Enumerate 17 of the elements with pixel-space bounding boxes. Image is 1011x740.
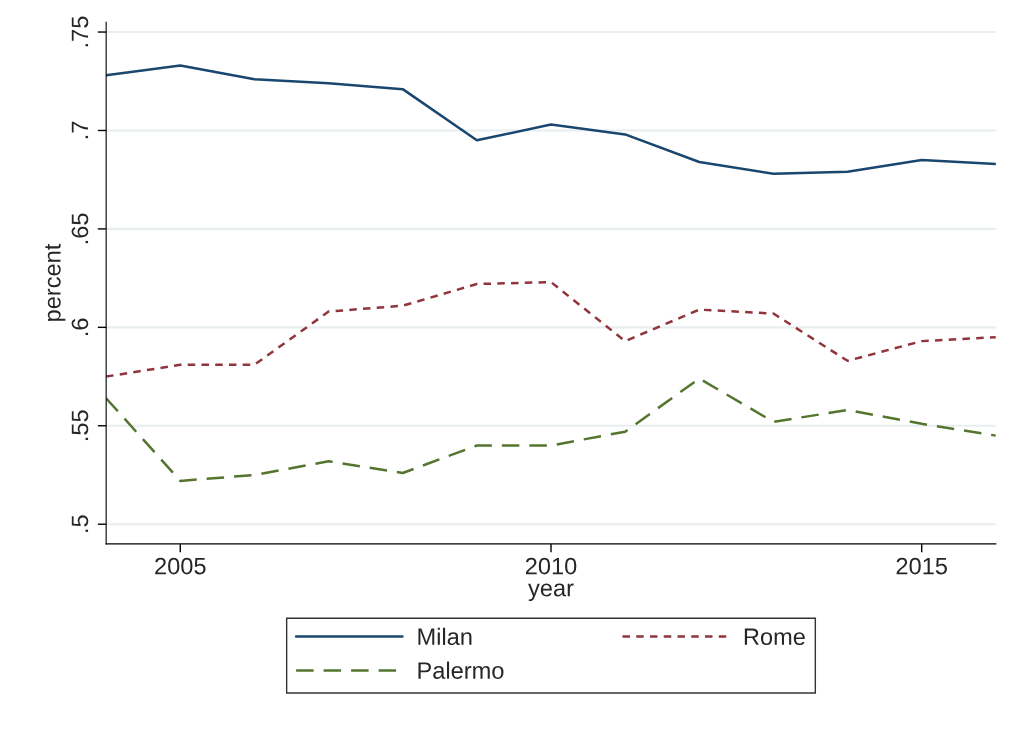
y-tick-label: .7: [71, 121, 89, 139]
x-tick-label: 2005: [155, 557, 206, 575]
y-tick-label: .5: [71, 515, 89, 532]
y-tick-label: .65: [71, 213, 89, 244]
line-series: [106, 377, 996, 483]
y-axis-title: percent: [45, 243, 66, 321]
y-tick-label: .75: [71, 16, 89, 47]
y-tick-label: .6: [71, 318, 89, 336]
y-tick-label: .55: [71, 410, 89, 441]
x-axis-title: year: [528, 583, 574, 602]
legend-label: Palermo: [418, 661, 504, 679]
legend-label: Rome: [744, 628, 805, 646]
x-tick-label: 2015: [896, 557, 947, 575]
x-tick-label: 2010: [525, 557, 577, 575]
legend-label: Milan: [418, 627, 472, 646]
line-series: [106, 64, 996, 176]
line-series: [106, 280, 996, 378]
